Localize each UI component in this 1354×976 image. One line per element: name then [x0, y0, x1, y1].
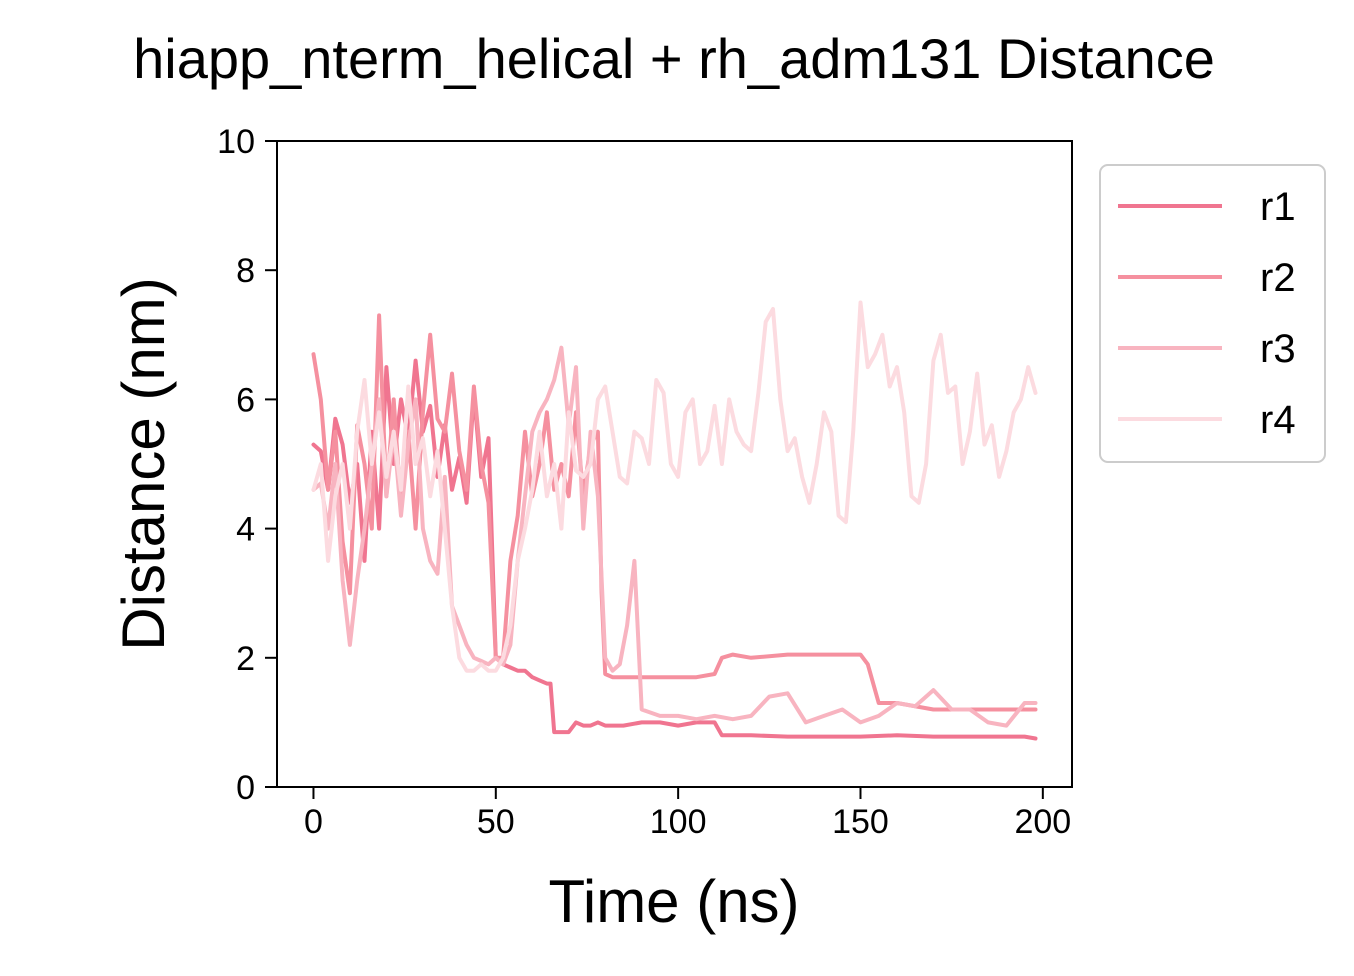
legend-box [1099, 164, 1326, 463]
legend: r1 r2 r3 r4 [1099, 164, 1326, 463]
y-tick-label: 0 [236, 769, 255, 807]
x-axis-ticks: 0 50 100 150 200 [304, 787, 1071, 841]
plot-area [276, 140, 1073, 788]
legend-label-r4: r4 [1260, 398, 1296, 442]
y-axis-label: Distance (nm) [110, 277, 177, 650]
x-tick-label: 200 [1014, 803, 1071, 841]
plot-frame [276, 140, 1073, 788]
legend-items: r1 r2 r3 r4 [1118, 185, 1296, 442]
chart-title: hiapp_nterm_helical + rh_adm131 Distance [133, 27, 1215, 90]
y-tick-label: 4 [236, 511, 255, 549]
y-tick-label: 6 [236, 381, 255, 419]
legend-label-r2: r2 [1260, 256, 1296, 300]
x-axis-label: Time (ns) [548, 868, 799, 935]
y-tick-label: 10 [217, 123, 255, 161]
legend-label-r1: r1 [1260, 185, 1296, 229]
x-tick-label: 150 [832, 803, 889, 841]
y-tick-label: 8 [236, 252, 255, 290]
series-layer [311, 300, 1038, 741]
x-tick-label: 0 [304, 803, 323, 841]
x-tick-label: 50 [477, 803, 515, 841]
y-axis-ticks: 0 2 4 6 8 10 [217, 123, 277, 807]
x-tick-label: 100 [650, 803, 707, 841]
y-tick-label: 2 [236, 640, 255, 678]
legend-label-r3: r3 [1260, 327, 1296, 371]
series-line-r4 [311, 300, 1038, 673]
